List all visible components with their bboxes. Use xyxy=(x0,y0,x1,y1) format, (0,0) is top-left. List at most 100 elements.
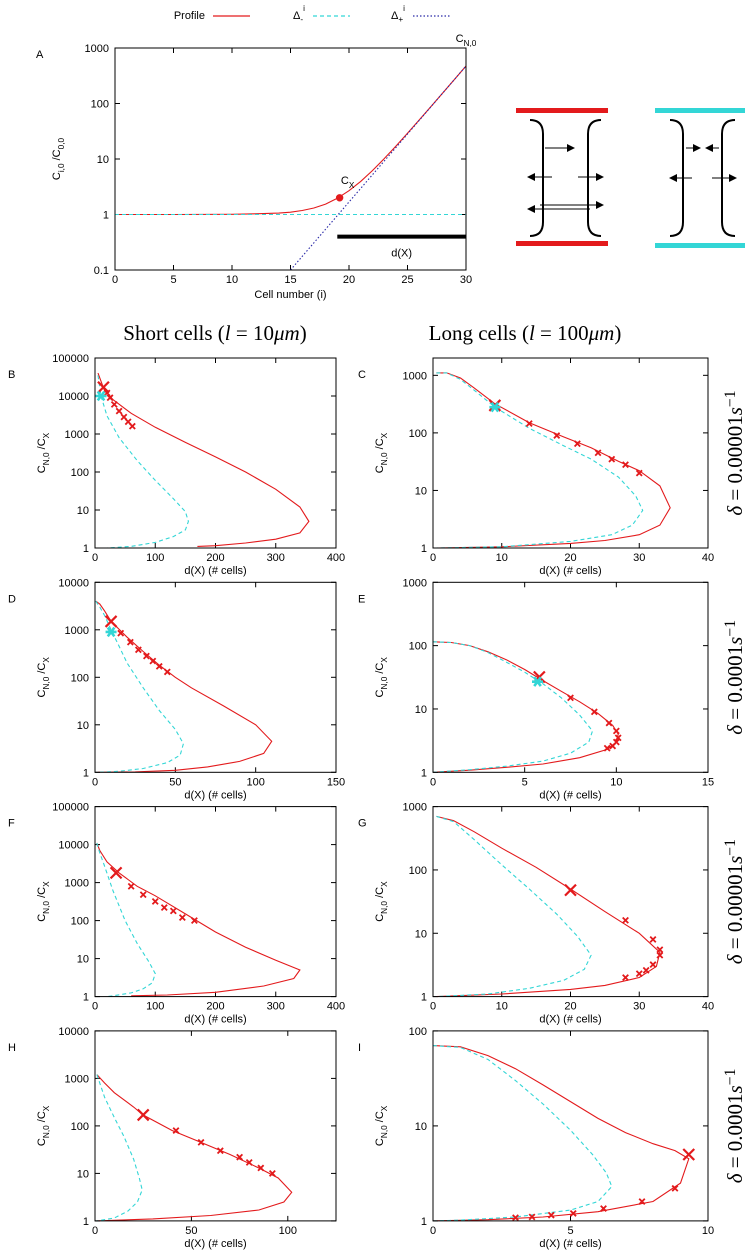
panel-letter: C xyxy=(358,369,366,381)
x-tick-label: 0 xyxy=(430,552,436,564)
marker-x xyxy=(97,380,110,394)
marker-x xyxy=(190,917,198,925)
text-part: −1 xyxy=(722,839,739,856)
plot-data xyxy=(96,842,301,997)
panel: A 0 5 10 15 20 25 30 0.1 1 10 100 1000 Cell number (i… xyxy=(36,33,477,301)
plot-data xyxy=(95,600,273,773)
marker-x xyxy=(149,657,157,665)
text-part: Short cells ( xyxy=(123,321,224,345)
x-tick-label: 100 xyxy=(146,1001,164,1013)
x-tick-label: 10 xyxy=(496,1001,508,1013)
panel: F 0 100 200 300 400 1 10 100 1000 10000 100000 d(X) … xyxy=(8,802,345,1026)
y-axis-title: CN,0 /CX xyxy=(36,881,51,922)
text-part: N,0 xyxy=(464,39,477,48)
profile-line xyxy=(95,600,184,773)
marker-x xyxy=(512,1214,519,1221)
x-tick-label: 0 xyxy=(430,1225,436,1237)
marker-x xyxy=(528,1213,536,1221)
y-tick-label: 10 xyxy=(77,1168,89,1180)
panel-letter: A xyxy=(36,49,44,61)
profile-line xyxy=(433,1045,613,1221)
x-tick-label: 40 xyxy=(702,552,714,564)
y-tick-label: 1 xyxy=(83,992,89,1004)
plot-data xyxy=(433,641,622,773)
y-tick-label: 100 xyxy=(71,916,89,928)
marker-x xyxy=(590,708,598,716)
panel-letter: F xyxy=(8,818,15,830)
marker-x xyxy=(104,615,118,628)
marker-x xyxy=(257,1164,265,1172)
text-part: −1 xyxy=(722,390,739,407)
y-axis-title: CN,0 /CX xyxy=(374,432,389,473)
profile-line xyxy=(436,815,661,997)
x-tick-label: 20 xyxy=(343,274,355,286)
text-part: 0,0 xyxy=(57,137,66,149)
y-tick-label: 10 xyxy=(415,928,427,940)
text-part: −1 xyxy=(722,620,739,637)
marker-x xyxy=(573,440,581,448)
text-part: X xyxy=(380,432,389,438)
text-part: = 0.00001 xyxy=(723,864,747,955)
y-tick-label: 10 xyxy=(77,505,89,517)
y-tick-label: 1000 xyxy=(65,625,89,637)
x-tick-label: 0 xyxy=(92,776,98,788)
marker-x xyxy=(635,469,643,477)
row-label: δ = 0.0001s−1 xyxy=(722,1068,747,1183)
y-tick-label: 100 xyxy=(409,865,427,877)
y-tick-label: 10 xyxy=(77,720,89,732)
panel: H 0 50 100 1 10 100 1000 10000 d(X) (# cells) CN,0… xyxy=(8,1026,337,1250)
marker-x xyxy=(671,1184,679,1192)
marker-x xyxy=(197,1138,205,1146)
x-tick-label: 100 xyxy=(146,552,164,564)
text-part: C xyxy=(374,914,386,922)
marker-x xyxy=(136,1108,150,1122)
marker-x xyxy=(106,394,114,402)
x-tick-label: 30 xyxy=(460,274,472,286)
marker-x xyxy=(638,1198,646,1205)
marker-x xyxy=(656,946,664,954)
profile-line xyxy=(96,842,301,997)
profile-line xyxy=(436,372,671,548)
y-tick-label: 10 xyxy=(77,954,89,966)
panel-letter: H xyxy=(8,1042,16,1054)
text-part: C xyxy=(456,33,464,45)
text-part: ) xyxy=(614,321,621,345)
text-part: X xyxy=(380,1105,389,1111)
y-tick-label: 100 xyxy=(91,99,109,111)
plot-frame xyxy=(432,581,709,773)
text-part: X xyxy=(349,181,355,190)
cell-wall xyxy=(587,119,602,237)
y-tick-label: 1 xyxy=(421,1216,427,1228)
row-label: δ = 0.0001s−1 xyxy=(722,620,747,735)
marker-star xyxy=(489,401,501,413)
y-tick-label: 100 xyxy=(409,1026,427,1038)
marker-x xyxy=(163,668,171,676)
plot-data xyxy=(95,372,310,548)
marker-x xyxy=(642,966,650,974)
text-part: X xyxy=(42,1105,51,1111)
text-part: C xyxy=(374,689,386,697)
plot-data xyxy=(436,815,664,997)
text-part: s xyxy=(723,637,747,645)
x-tick-label: 400 xyxy=(327,552,345,564)
y-axis-title: CN,0 /CX xyxy=(36,432,51,473)
marker-star xyxy=(105,626,117,638)
text-part: μm xyxy=(273,321,300,345)
profile-line xyxy=(97,372,310,547)
text-part: /C xyxy=(51,149,63,163)
text-part: N,0 xyxy=(380,452,389,465)
profile-line xyxy=(96,842,156,997)
y-axis-title: Ci,0 /C0,0 xyxy=(51,137,66,180)
profile-line xyxy=(96,1074,143,1221)
plot-frame xyxy=(94,806,337,998)
x-tick-label: 40 xyxy=(702,1001,714,1013)
marker-x xyxy=(155,662,163,670)
marker-x xyxy=(649,961,657,969)
y-tick-label: 10 xyxy=(97,154,109,166)
x-axis-title: d(X) (# cells) xyxy=(184,1014,246,1026)
text-part: i xyxy=(303,4,305,13)
text-part: X xyxy=(380,881,389,887)
cell-wall xyxy=(529,119,544,237)
y-tick-label: 1000 xyxy=(65,429,89,441)
y-tick-label: 100 xyxy=(409,641,427,653)
